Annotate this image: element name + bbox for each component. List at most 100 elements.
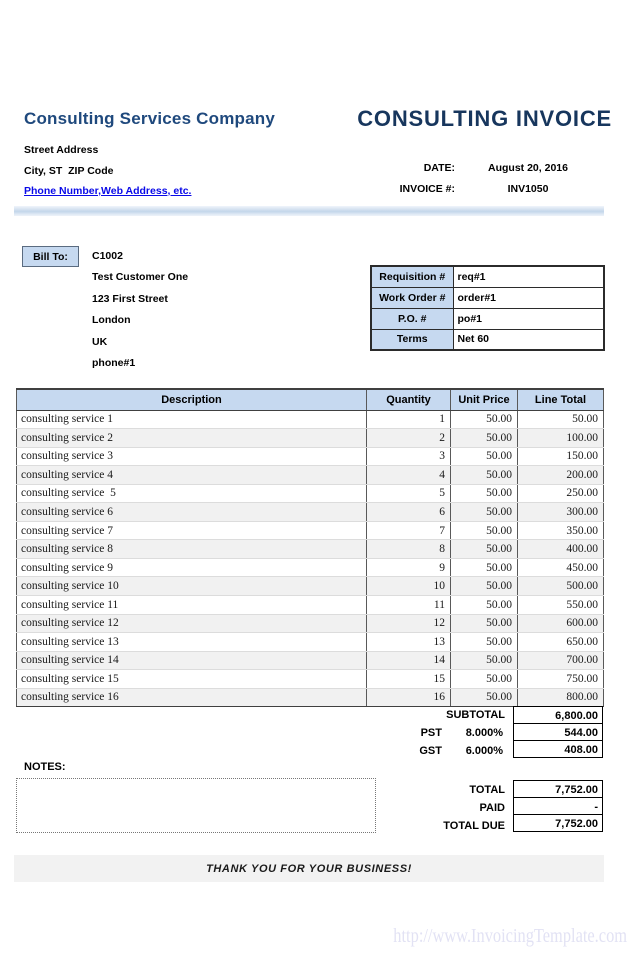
gst-value: 408.00 [513,740,603,758]
watermark-url: http://www.InvoicingTemplate.com [393,925,627,947]
subtotal-value: 6,800.00 [513,706,603,724]
cell-quantity: 7 [366,521,451,541]
cell-unit-price: 50.00 [450,595,518,615]
gst-rate: 6.000% [465,745,503,757]
subtotal-row: SUBTOTAL [300,706,510,724]
cell-line-total: 100.00 [517,428,604,448]
table-row: consulting service 8 8 50.00 400.00 [16,539,604,559]
cell-quantity: 15 [366,669,451,689]
cell-quantity: 10 [366,576,451,596]
cell-quantity: 13 [366,632,451,652]
notes-box [16,778,376,833]
header-unit-price: Unit Price [450,388,518,411]
cell-unit-price: 50.00 [450,651,518,671]
cell-unit-price: 50.00 [450,465,518,485]
cell-line-total: 350.00 [517,521,604,541]
paid-row: PAID [300,799,510,817]
total-due-value: 7,752.00 [513,814,603,832]
company-city-line: City, ST ZIP Code [24,165,114,177]
cell-quantity: 4 [366,465,451,485]
customer-street: 123 First Street [92,292,168,305]
cell-unit-price: 50.00 [450,410,518,430]
cell-description: consulting service 3 [16,447,367,467]
cell-line-total: 650.00 [517,632,604,652]
table-row: consulting service 16 16 50.00 800.00 [16,688,604,708]
requisition-label: Requisition # [370,265,454,288]
paid-label: PAID [479,802,505,814]
cell-unit-price: 50.00 [450,484,518,504]
order-info-table: Requisition # req#1 Work Order # order#1… [370,265,605,351]
cell-line-total: 700.00 [517,651,604,671]
customer-country: UK [92,335,108,348]
bill-to-label: Bill To: [22,246,79,267]
paid-value: - [513,797,603,815]
thank-you-bar: THANK YOU FOR YOUR BUSINESS! [14,855,604,882]
table-row: consulting service 13 13 50.00 650.00 [16,632,604,652]
cell-description: consulting service 6 [16,502,367,522]
requisition-value: req#1 [452,265,605,288]
invoice-number-label: INVOICE #: [399,183,455,195]
pst-rate: 8.000% [465,727,503,739]
table-row: Requisition # req#1 [370,265,605,288]
cell-description: consulting service 14 [16,651,367,671]
cell-unit-price: 50.00 [450,502,518,522]
customer-name: Test Customer One [92,271,189,284]
work-order-value: order#1 [452,286,605,309]
cell-unit-price: 50.00 [450,558,518,578]
total-due-label: TOTAL DUE [443,820,505,832]
cell-quantity: 8 [366,539,451,559]
table-row: consulting service 15 15 50.00 750.00 [16,669,604,689]
customer-phone: phone#1 [92,356,136,369]
cell-unit-price: 50.00 [450,669,518,689]
pst-value: 544.00 [513,723,603,741]
table-row: consulting service 7 7 50.00 350.00 [16,521,604,541]
cell-description: consulting service 4 [16,465,367,485]
subtotal-label: SUBTOTAL [446,709,505,721]
pst-label: PST [420,727,442,739]
cell-line-total: 450.00 [517,558,604,578]
date-value: August 20, 2016 [488,162,568,174]
cell-quantity: 11 [366,595,451,615]
bill-to-address-block: C1002 Test Customer One 123 First Street… [92,248,188,376]
line-items-table: Description Quantity Unit Price Line Tot… [16,388,604,708]
cell-description: consulting service 13 [16,632,367,652]
total-row: TOTAL [300,781,510,799]
work-order-label: Work Order # [370,286,454,309]
header-divider-bar [14,206,604,216]
cell-description: consulting service 15 [16,669,367,689]
cell-unit-price: 50.00 [450,614,518,634]
cell-unit-price: 50.00 [450,576,518,596]
table-header-row: Description Quantity Unit Price Line Tot… [16,388,604,411]
notes-label: NOTES: [24,761,66,773]
cell-quantity: 9 [366,558,451,578]
customer-id: C1002 [92,250,123,262]
table-row: consulting service 9 9 50.00 450.00 [16,558,604,578]
total-due-row: TOTAL DUE [300,817,510,835]
cell-quantity: 12 [366,614,451,634]
company-contact-link[interactable]: Phone Number,Web Address, etc. [24,185,192,197]
cell-description: consulting service 12 [16,614,367,634]
cell-quantity: 3 [366,447,451,467]
customer-city: London [92,314,131,327]
cell-quantity: 6 [366,502,451,522]
cell-description: consulting service 10 [16,576,367,596]
cell-line-total: 150.00 [517,447,604,467]
header-line-total: Line Total [517,388,604,411]
cell-line-total: 50.00 [517,410,604,430]
cell-line-total: 400.00 [517,539,604,559]
invoice-title: CONSULTING INVOICE [357,106,612,131]
table-row: consulting service 10 10 50.00 500.00 [16,576,604,596]
date-label: DATE: [423,162,455,174]
cell-description: consulting service 1 [16,410,367,430]
header-quantity: Quantity [366,388,451,411]
cell-unit-price: 50.00 [450,688,518,708]
cell-description: consulting service 8 [16,539,367,559]
terms-value: Net 60 [452,328,605,351]
gst-row: GST 6.000% [300,742,510,760]
company-street-address: Street Address [24,144,99,156]
total-value: 7,752.00 [513,780,603,798]
table-row: consulting service 11 11 50.00 550.00 [16,595,604,615]
header-description: Description [16,388,367,411]
cell-line-total: 250.00 [517,484,604,504]
